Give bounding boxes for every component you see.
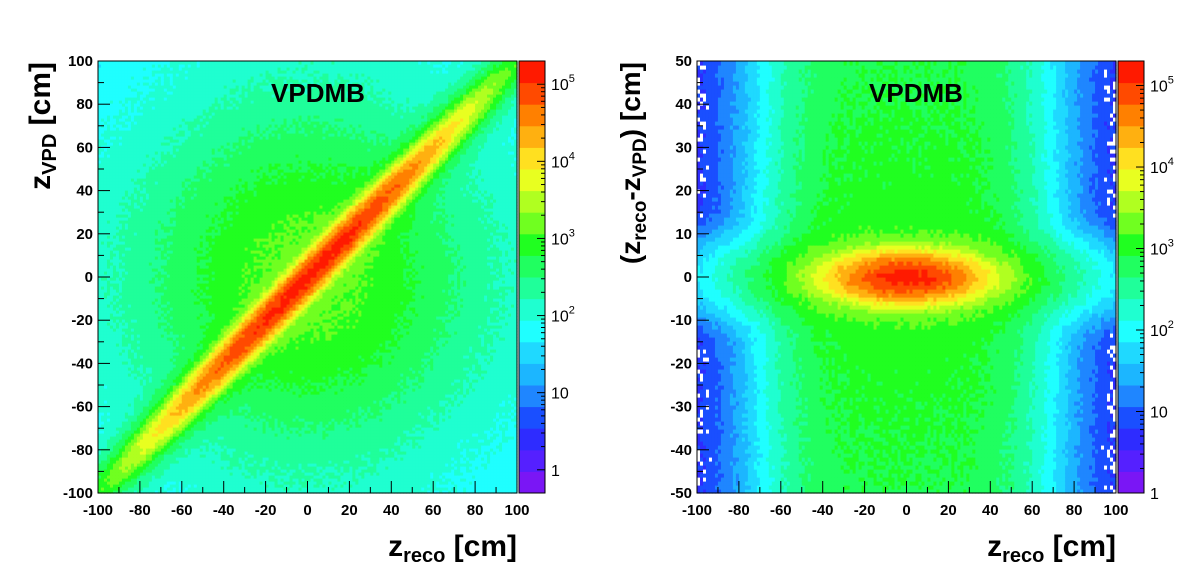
left-heatmap xyxy=(98,61,518,494)
figure: -100 -80 -60 -40 -20 0 20 40 60 80 100-100-80-60-4… xyxy=(0,0,1196,572)
left-panel: -100 -80 -60 -40 -20 0 20 40 60 80 100-100-80-60-4… xyxy=(24,53,575,567)
